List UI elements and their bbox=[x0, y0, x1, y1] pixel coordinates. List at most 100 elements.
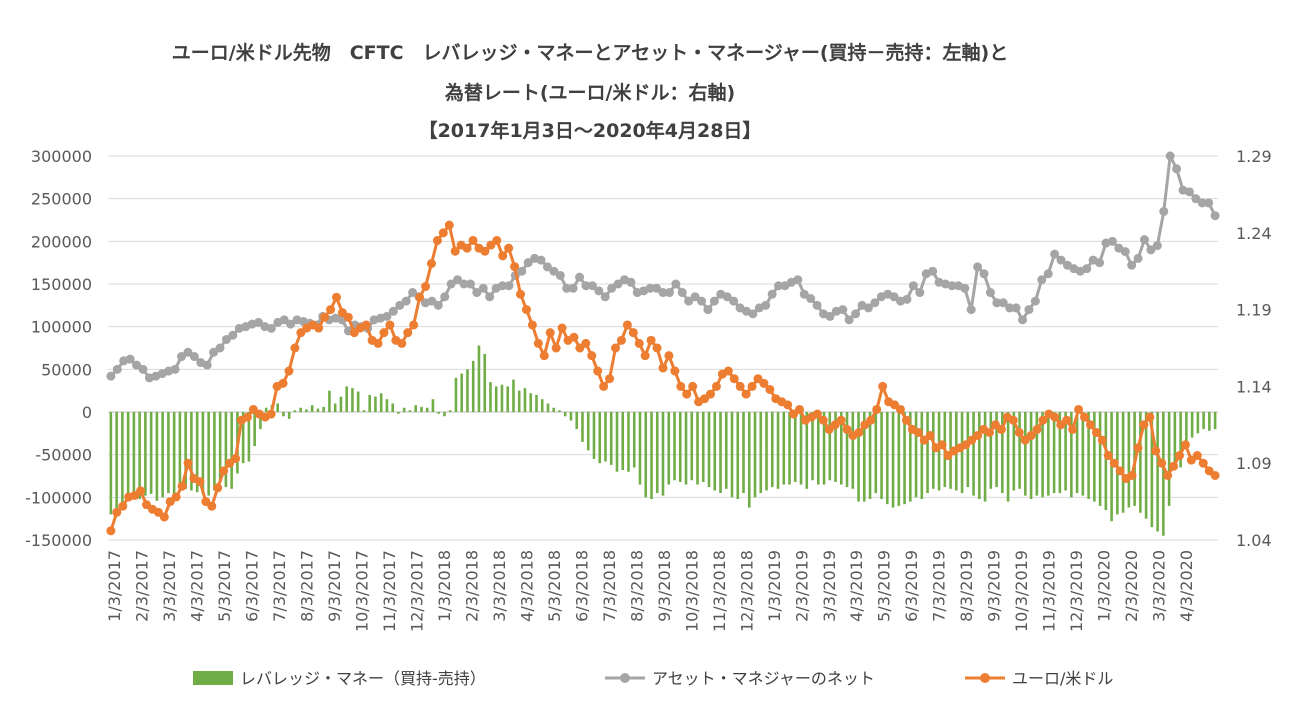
left-axis-tick-label: -150000 bbox=[25, 531, 92, 550]
leverage-money-bar bbox=[121, 412, 124, 505]
eurusd-point bbox=[106, 526, 116, 536]
asset-manager-line bbox=[109, 150, 1217, 380]
leverage-money-bar bbox=[747, 412, 751, 508]
asset-manager-point bbox=[1056, 255, 1066, 265]
right-axis-tick-label: 1.19 bbox=[1236, 301, 1272, 320]
asset-manager-point bbox=[542, 262, 552, 272]
eurusd-point bbox=[397, 338, 407, 348]
asset-manager-point bbox=[594, 286, 604, 296]
leverage-money-bar bbox=[1064, 412, 1067, 491]
eurusd-point bbox=[723, 366, 733, 376]
x-axis-tick-label: 2/3/2017 bbox=[132, 550, 151, 622]
leverage-money-bar bbox=[552, 407, 556, 412]
eurusd-point bbox=[611, 343, 621, 353]
leverage-money-bar bbox=[305, 409, 308, 412]
asset-manager-point bbox=[1152, 241, 1162, 251]
eurusd-point bbox=[1008, 415, 1018, 425]
asset-manager-point bbox=[748, 309, 758, 319]
leverage-money-bar bbox=[1012, 412, 1016, 491]
right-axis-tick-label: 1.14 bbox=[1236, 377, 1272, 396]
asset-manager-point bbox=[806, 294, 816, 304]
leverage-money-bar bbox=[420, 406, 423, 412]
asset-manager-point bbox=[478, 283, 488, 293]
leverage-money-bar bbox=[259, 412, 262, 430]
eurusd-point bbox=[504, 243, 514, 253]
leverage-money-bar bbox=[546, 403, 550, 412]
eurusd-point bbox=[183, 458, 193, 468]
leverage-money-bar bbox=[477, 345, 481, 412]
asset-manager-point bbox=[112, 364, 122, 374]
asset-manager-point bbox=[183, 347, 193, 357]
eurusd-point bbox=[581, 338, 591, 348]
x-axis-tick-label: 6/3/2019 bbox=[902, 550, 921, 622]
leverage-money-bar bbox=[978, 412, 981, 500]
eurusd-point bbox=[1163, 470, 1173, 480]
x-axis-tick-label: 5/3/2018 bbox=[545, 550, 564, 622]
leverage-money-bar bbox=[690, 412, 694, 481]
asset-manager-point bbox=[684, 296, 694, 306]
asset-manager-point bbox=[440, 292, 450, 302]
asset-manager-point bbox=[209, 347, 219, 357]
leverage-money-bar bbox=[414, 405, 417, 412]
x-axis-tick-label: 6/3/2018 bbox=[572, 550, 591, 622]
leverage-money-bar bbox=[1179, 412, 1182, 468]
leverage-money-bar bbox=[874, 412, 878, 494]
asset-manager-point bbox=[536, 255, 546, 265]
leverage-money-bar bbox=[1047, 412, 1050, 496]
asset-manager-point bbox=[138, 364, 148, 374]
eurusd-point bbox=[973, 431, 983, 441]
eurusd-point bbox=[640, 351, 650, 361]
eurusd-point bbox=[682, 389, 692, 399]
eurusd-point bbox=[1074, 404, 1084, 414]
leverage-money-bar bbox=[138, 412, 141, 500]
eurusd-point bbox=[1151, 446, 1161, 456]
leverage-money-bar bbox=[1104, 412, 1108, 511]
eurusd-point bbox=[759, 378, 769, 388]
leverage-money-bar bbox=[1127, 412, 1131, 508]
leverage-money-bar bbox=[1167, 412, 1171, 506]
left-axis-tick-label: 100000 bbox=[31, 318, 92, 337]
leverage-money-bar bbox=[391, 403, 394, 412]
leverage-money-bar bbox=[713, 412, 717, 491]
eurusd-point bbox=[195, 477, 205, 487]
asset-manager-point bbox=[1191, 194, 1201, 204]
x-axis-tick-label: 2/3/2018 bbox=[462, 550, 481, 622]
eurusd-point bbox=[409, 320, 419, 330]
asset-manager-point bbox=[767, 289, 777, 299]
eurusd-point bbox=[432, 235, 442, 245]
asset-manager-point bbox=[870, 298, 880, 308]
eurusd-point bbox=[1014, 427, 1024, 437]
leverage-money-bar bbox=[489, 382, 492, 412]
eurusd-point bbox=[705, 389, 715, 399]
chart-title-line-2: 為替レート(ユーロ/米ドル：右軸) bbox=[444, 82, 736, 104]
left-axis-tick-label: -50000 bbox=[35, 446, 92, 465]
eurusd-point bbox=[1115, 466, 1125, 476]
eurusd-point bbox=[266, 409, 276, 419]
leverage-money-bar bbox=[431, 399, 435, 412]
leverage-money-bar bbox=[563, 412, 567, 417]
eurusd-point bbox=[622, 320, 632, 330]
x-axis-tick-label: 4/3/2018 bbox=[517, 550, 536, 622]
eurusd-point bbox=[242, 412, 252, 422]
asset-manager-point bbox=[1018, 315, 1028, 325]
leverage-money-bar bbox=[891, 412, 895, 508]
x-axis-tick-label: 10/3/2019 bbox=[1012, 550, 1031, 632]
x-axis-tick-label: 11/3/2018 bbox=[710, 550, 729, 632]
eurusd-point bbox=[569, 332, 579, 342]
asset-manager-point bbox=[1011, 303, 1021, 313]
leverage-money-bar bbox=[471, 360, 475, 412]
eurusd-point bbox=[652, 343, 662, 353]
eurusd-point bbox=[812, 409, 822, 419]
eurusd-point bbox=[1032, 424, 1042, 434]
leverage-money-bar bbox=[972, 412, 975, 496]
eurusd-point bbox=[415, 292, 425, 302]
eurusd-point bbox=[688, 381, 698, 391]
legend-label-asset-manager: アセット・マネジャーのネット bbox=[652, 669, 875, 688]
eurusd-point bbox=[842, 424, 852, 434]
asset-manager-point bbox=[626, 277, 636, 287]
leverage-money-bar bbox=[322, 406, 325, 412]
eurusd-point bbox=[1145, 412, 1155, 422]
asset-manager-point bbox=[729, 296, 739, 306]
leverage-money-bar bbox=[190, 412, 193, 491]
